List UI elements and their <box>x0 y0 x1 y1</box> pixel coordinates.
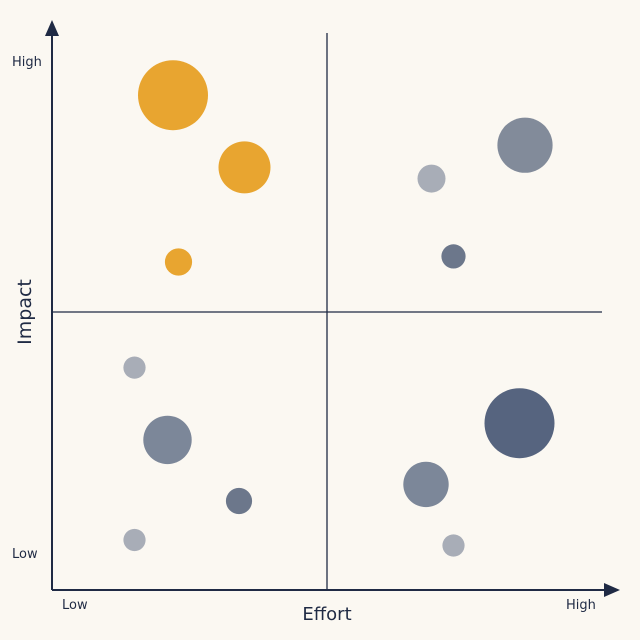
x-axis-arrow-icon <box>604 583 620 597</box>
y-axis-title: Impact <box>14 279 36 345</box>
data-point-7 <box>123 356 146 379</box>
data-point-11 <box>484 388 555 459</box>
data-point-10 <box>123 528 146 552</box>
y-tick-label-low: Low <box>12 547 38 562</box>
x-axis-title: Effort <box>302 604 351 625</box>
data-points-group <box>123 60 555 557</box>
data-point-2 <box>218 141 271 194</box>
data-point-6 <box>441 244 466 269</box>
data-point-12 <box>403 461 449 508</box>
data-point-5 <box>497 117 553 173</box>
data-point-1 <box>138 60 208 131</box>
data-point-8 <box>143 415 192 465</box>
y-axis-arrow-icon <box>45 20 59 36</box>
y-tick-label-high: High <box>12 55 42 70</box>
data-point-4 <box>417 164 446 193</box>
axes-group <box>45 20 620 597</box>
x-tick-label-high: High <box>566 598 596 613</box>
data-point-3 <box>164 248 193 276</box>
data-point-9 <box>225 487 253 515</box>
data-point-13 <box>442 534 465 557</box>
x-tick-label-low: Low <box>62 598 88 613</box>
